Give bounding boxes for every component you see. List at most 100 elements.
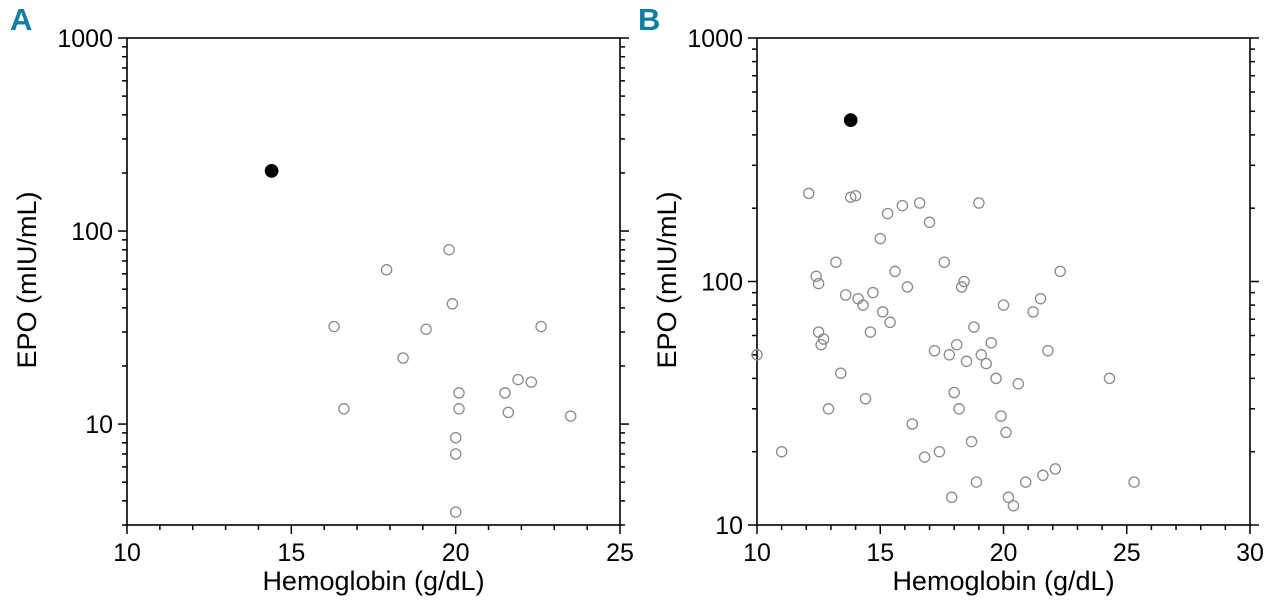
data-point-cohort-open [525,376,538,388]
x-axis-label-a: Hemoglobin (g/dL) [262,566,485,596]
data-point-cohort-open [815,338,827,351]
data-point-cohort-open [913,197,926,209]
x-tick-label: 30 [1236,539,1264,567]
x-tick-label: 10 [113,539,141,567]
data-point-cohort-open [1007,499,1020,512]
data-point-cohort-open [1054,265,1066,278]
data-point-cohort-open [943,349,956,361]
data-point-cohort-open [1049,463,1062,475]
x-tick-label: 25 [1113,539,1141,567]
data-point-cohort-open [830,256,842,268]
data-point-cohort-open [923,216,936,229]
data-point-cohort-open [1002,491,1015,504]
data-point-cohort-open [449,448,462,460]
y-tick-label: 10 [85,411,113,439]
y-tick-label: 10 [715,512,743,540]
data-point-cohort-open [965,435,978,448]
x-tick-label: 10 [743,539,771,567]
data-point-cohort-open [864,326,877,338]
data-point-cohort-open [884,316,896,329]
data-point-cohort-open [1103,372,1116,385]
data-point-cohort-open [889,265,901,278]
data-point-cohort-open [945,491,958,504]
data-point-cohort-open [338,403,350,415]
data-point-cohort-open [446,298,459,310]
y-tick-label: 100 [71,218,113,246]
data-point-cohort-open [775,445,788,458]
data-point-cohort-open [397,352,409,364]
data-point-cohort-open [453,387,465,399]
data-point-cohort-open [985,337,997,349]
x-axis-label-b: Hemoglobin (g/dL) [892,566,1115,596]
data-point-cohort-open [859,392,872,405]
data-point-cohort-open [896,199,909,212]
data-point-cohort-open [1000,426,1012,439]
data-point-cohort-open [449,506,462,518]
data-point-cohort-open [973,197,985,209]
panel-label-a: A [10,2,33,37]
data-point-cohort-open [995,410,1007,422]
data-point-cohort-open [980,357,992,370]
data-point-cohort-open [990,372,1002,385]
data-point-cohort-open [839,289,852,301]
data-point-cohort-open [564,410,577,422]
data-point-cohort-open [812,326,825,338]
data-point-cohort-open [849,189,862,202]
y-tick-label: 1000 [57,25,113,53]
data-point-cohort-open [1037,469,1049,482]
data-point-cohort-open [1019,476,1032,488]
data-point-cohort-open [906,418,919,430]
data-point-cohort-open [881,207,894,220]
data-point-cohort-open [835,367,847,379]
panel-label-b: B [638,2,661,37]
data-point-cohort-open [867,286,879,299]
x-tick-label: 20 [442,539,470,567]
data-point-cohort-open [1128,476,1140,488]
y-tick-label: 1000 [687,25,743,53]
data-point-cohort-open [1042,344,1054,357]
data-point-cohort-open [512,373,524,386]
data-point-cohort-open [975,349,988,361]
data-point-cohort-open [928,344,941,357]
data-point-cohort-open [933,445,946,458]
data-point-cohort-open [970,476,983,488]
data-point-cohort-open [453,403,465,415]
data-point-cohort-open [901,281,914,293]
data-point-cohort-open [1012,378,1025,390]
data-point-cohort-open [938,256,951,268]
data-point-cohort-open [502,406,515,419]
data-point-cohort-open [857,299,869,311]
data-point-cohort-open [499,387,511,399]
x-tick-label: 15 [277,539,305,567]
data-point-cohort-open [1034,292,1047,305]
data-point-cohort-open [328,320,340,333]
plot-frame [126,37,621,526]
x-tick-label: 15 [866,539,894,567]
data-point-cohort-open [948,386,960,399]
data-point-cohort-open [443,243,455,256]
x-tick-label: 20 [990,539,1018,567]
data-point-cohort-open [812,277,825,290]
data-point-cohort-open [968,321,980,333]
scatter-plot-b: 10 15 20 25 30 10 100 1000 [687,25,1264,567]
data-point-cohort-open [810,270,822,283]
data-point-cohort-open [803,187,815,200]
data-point-cohort-open [844,191,857,203]
data-point-cohort-open [751,349,763,361]
data-point-index-case-filled [843,113,858,127]
data-point-cohort-open [953,403,965,415]
panel-a: A EPO (mIU/mL) 10 15 20 25 10 100 1000 Hemoglo… [10,2,634,596]
scatter-plot-a: 10 15 20 25 10 100 1000 [57,25,634,567]
data-point-cohort-open [955,281,968,293]
data-point-cohort-open [918,451,931,463]
data-point-cohort-open [997,299,1010,311]
panel-b: B EPO (mIU/mL) 10 15 20 25 30 10 100 1000 Hemog… [638,0,1280,612]
data-point-cohort-open [1027,306,1039,318]
data-point-cohort-open [817,333,830,345]
y-tick-label: 100 [701,269,743,297]
data-point-cohort-open [960,355,973,368]
data-point-cohort-open [535,320,547,333]
data-point-cohort-open [876,306,889,318]
plot-frame [756,37,1251,526]
